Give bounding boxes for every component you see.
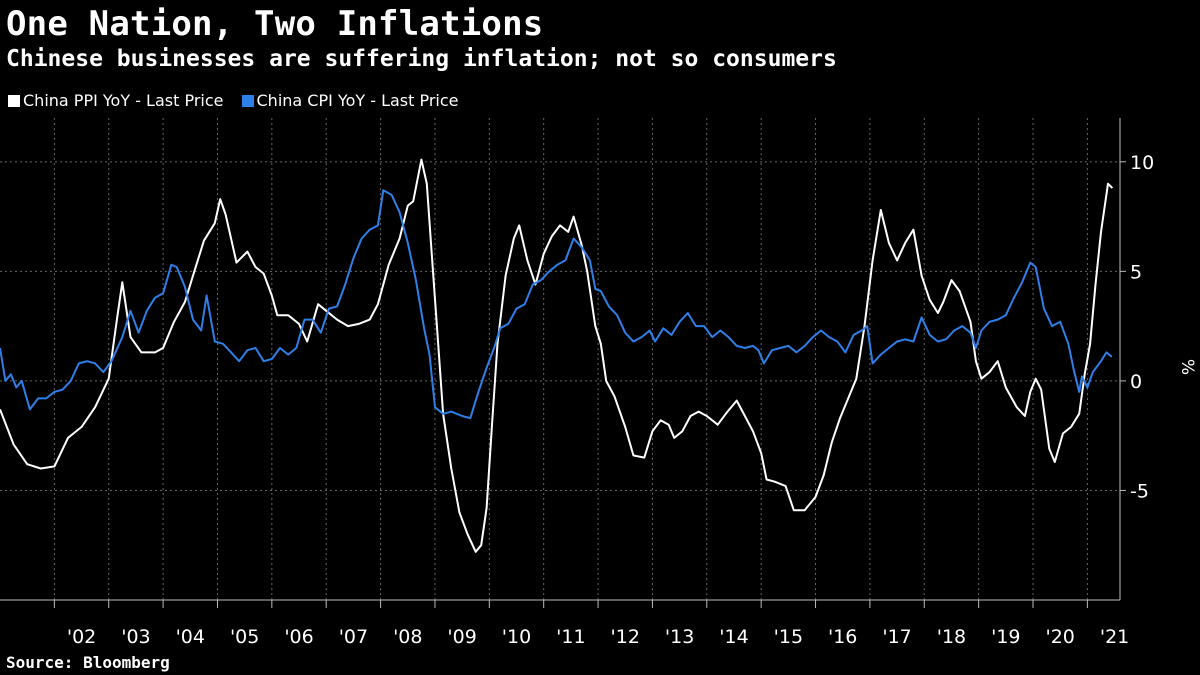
x-tick-label: '07 xyxy=(339,626,368,648)
series-line-ppi xyxy=(0,158,1114,553)
legend-swatch-ppi xyxy=(8,94,20,107)
x-tick-label: '19 xyxy=(991,626,1020,648)
series-line-cpi xyxy=(0,189,1113,420)
x-tick-label: '21 xyxy=(1100,626,1129,648)
x-tick-label: '05 xyxy=(230,626,259,648)
y-tick-label: -5 xyxy=(1130,480,1149,502)
legend-label-cpi: China CPI YoY - Last Price xyxy=(256,91,459,110)
x-tick-label: '15 xyxy=(774,626,803,648)
x-tick-label: '02 xyxy=(67,626,96,648)
x-tick-label: '06 xyxy=(284,626,313,648)
x-tick-label: '08 xyxy=(393,626,422,648)
x-tick-label: '12 xyxy=(611,626,640,648)
x-tick-label: '03 xyxy=(121,626,150,648)
chart-legend: China PPI YoY - Last Price China CPI YoY… xyxy=(8,91,459,110)
chart-title: One Nation, Two Inflations xyxy=(6,4,544,44)
x-tick-label: '10 xyxy=(502,626,531,648)
y-tick-label: 5 xyxy=(1130,261,1142,283)
y-tick-label: 10 xyxy=(1130,152,1154,174)
x-tick-label: '04 xyxy=(176,626,205,648)
x-tick-label: '17 xyxy=(882,626,911,648)
y-axis-label: % xyxy=(1177,359,1197,375)
x-tick-label: '11 xyxy=(556,626,585,648)
chart-subtitle: Chinese businesses are suffering inflati… xyxy=(6,46,837,72)
legend-swatch-cpi xyxy=(241,94,254,107)
legend-label-ppi: China PPI YoY - Last Price xyxy=(23,91,224,110)
source-note: Source: Bloomberg xyxy=(6,653,170,672)
x-tick-label: '13 xyxy=(665,626,694,648)
x-tick-label: '16 xyxy=(828,626,857,648)
x-tick-label: '09 xyxy=(447,626,476,648)
x-tick-label: '18 xyxy=(937,626,966,648)
legend-item-cpi: China CPI YoY - Last Price xyxy=(241,91,459,110)
y-tick-label: 0 xyxy=(1130,371,1142,393)
x-tick-label: '14 xyxy=(719,626,748,648)
legend-item-ppi: China PPI YoY - Last Price xyxy=(8,91,224,110)
x-tick-label: '20 xyxy=(1045,626,1074,648)
